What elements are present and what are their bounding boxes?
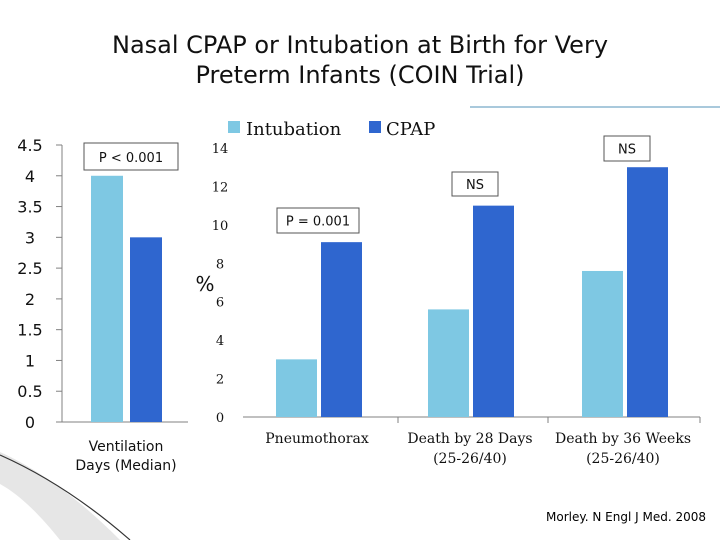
right-y-tick-label: 8 (216, 257, 224, 272)
right-annotation-box (603, 135, 651, 162)
chart-title: Nasal CPAP or Intubation at Birth for Ve… (0, 30, 720, 90)
legend-label-intubation: Intubation (246, 119, 342, 140)
right-y-tick-label: 0 (216, 411, 224, 426)
left-pvalue-box (83, 142, 179, 171)
right-annotation-label: NS (466, 178, 484, 193)
left-bar-cpap (130, 237, 162, 422)
left-y-tick-label: 3.5 (17, 198, 42, 217)
right-annotation-box (451, 171, 499, 197)
right-bar-intubation (428, 309, 469, 417)
right-annotation-label: P = 0.001 (286, 215, 350, 230)
right-x-category-label: (25-26/40) (586, 451, 660, 467)
right-y-tick-label: 6 (216, 296, 224, 311)
right-x-category-label: Pneumothorax (265, 431, 369, 447)
right-bar-cpap (321, 242, 362, 417)
decorative-swoosh (0, 452, 120, 540)
right-y-tick-label: 10 (212, 219, 229, 234)
left-y-tick-label: 1.5 (17, 321, 42, 340)
left-pvalue-label: P < 0.001 (99, 151, 163, 166)
citation: Morley. N Engl J Med. 2008 (546, 510, 706, 524)
right-annotation-label: NS (618, 143, 636, 158)
title-line-2: Preterm Infants (COIN Trial) (195, 61, 525, 89)
left-y-tick-label: 2.5 (17, 259, 42, 278)
left-y-tick-label: 3 (25, 228, 35, 247)
left-y-tick-label: 4.5 (17, 136, 42, 155)
right-y-tick-label: 4 (216, 334, 224, 349)
left-y-tick-label: 4 (25, 167, 35, 186)
left-bar-intubation (91, 175, 123, 422)
right-y-tick-label: 14 (212, 142, 229, 157)
right-x-category-label: Death by 36 Weeks (555, 431, 691, 447)
title-line-1: Nasal CPAP or Intubation at Birth for Ve… (111, 31, 609, 59)
right-annotation-box (276, 207, 360, 234)
right-y-tick-label: 2 (216, 373, 224, 388)
left-y-tick-label: 0 (25, 413, 35, 432)
right-x-category-label: (25-26/40) (433, 451, 507, 467)
left-x-category-label: Days (Median) (75, 458, 176, 474)
legend-label-cpap: CPAP (386, 119, 435, 140)
left-y-tick-label: 1 (25, 351, 35, 370)
right-bar-intubation (276, 359, 317, 417)
decorative-swoosh-line (0, 454, 131, 540)
right-y-tick-label: 12 (212, 180, 229, 195)
right-bar-intubation (582, 270, 623, 417)
left-y-tick-label: 2 (25, 290, 35, 309)
right-x-category-label: Death by 28 Days (407, 431, 532, 447)
legend-swatch-intubation (228, 121, 240, 133)
right-bar-cpap (473, 205, 514, 417)
right-y-axis-label: % (195, 272, 214, 296)
legend-swatch-cpap (369, 121, 381, 133)
left-x-category-label: Ventilation (89, 439, 164, 455)
left-y-tick-label: 0.5 (17, 382, 42, 401)
right-bar-cpap (627, 167, 668, 417)
